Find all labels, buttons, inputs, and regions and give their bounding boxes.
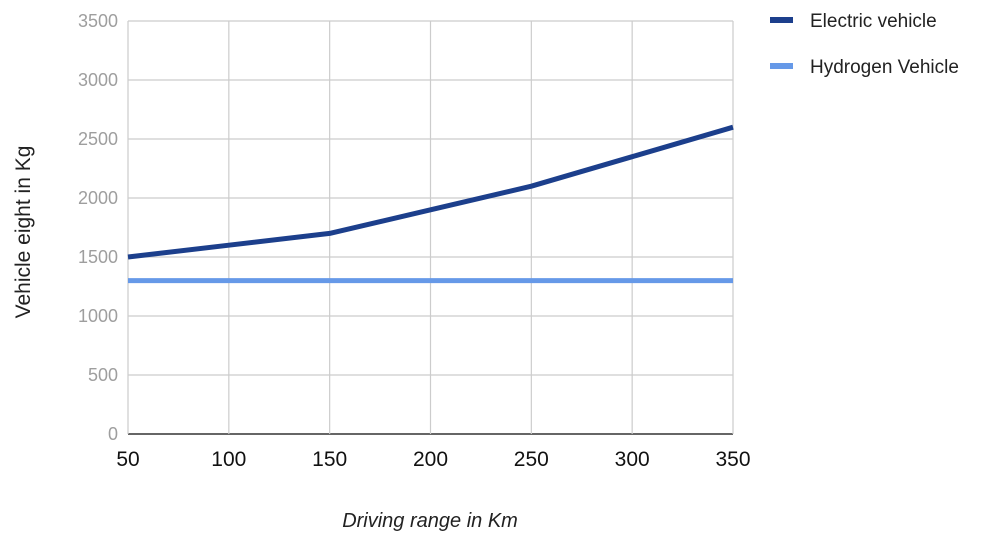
x-tick-label: 250: [514, 448, 549, 471]
y-tick-label: 2000: [78, 188, 118, 208]
x-tick-label: 50: [116, 448, 139, 471]
series-lines: [127, 124, 734, 284]
x-tick-label: 150: [312, 448, 347, 471]
legend: Electric vehicle Hydrogen Vehicle: [770, 11, 959, 78]
y-tick-label: 3000: [78, 70, 118, 90]
y-axis-label: Vehicle eight in Kg: [12, 146, 35, 319]
y-tick-label: 0: [108, 424, 118, 444]
x-tick-label: 350: [715, 448, 750, 471]
grid-lines: [127, 20, 734, 435]
x-tick-label: 100: [211, 448, 246, 471]
y-tick-label: 1500: [78, 247, 118, 267]
y-tick-label: 3500: [78, 11, 118, 31]
x-tick-label: 200: [413, 448, 448, 471]
x-axis-label: Driving range in Km: [342, 510, 518, 532]
y-tick-label: 500: [88, 365, 118, 385]
legend-label: Electric vehicle: [810, 11, 937, 32]
y-tick-label: 2500: [78, 129, 118, 149]
y-axis-ticks: 0 500 1000 1500 2000 2500 3000 3500: [78, 11, 118, 444]
x-tick-label: 300: [615, 448, 650, 471]
series-line-0: [127, 124, 734, 260]
legend-label: Hydrogen Vehicle: [810, 57, 959, 78]
y-tick-label: 1000: [78, 306, 118, 326]
x-axis-ticks: 50 100 150 200 250 300 350: [116, 448, 750, 471]
